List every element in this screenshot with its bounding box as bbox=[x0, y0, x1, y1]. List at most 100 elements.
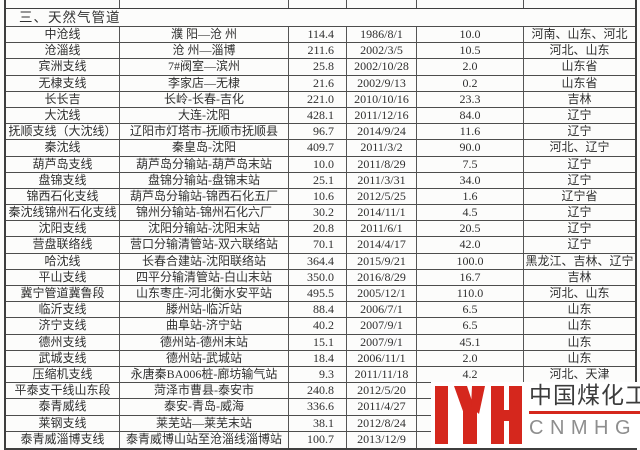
cell-route: 锦州分输站-锦州石化六厂 bbox=[120, 205, 289, 221]
cell-pipeline-name: 哈沈线 bbox=[6, 253, 120, 269]
cell-region: 山东 bbox=[567, 302, 592, 317]
cell-capacity: 42.0 bbox=[417, 237, 524, 253]
cell-region: 山东 bbox=[567, 318, 592, 333]
pipeline-table: 三、天然气管道 中沧线 濮 阳—沧 州 114.4 1986/8/1 10.0 … bbox=[4, 0, 637, 450]
cell-capacity: 10.0 bbox=[417, 27, 524, 43]
table-row: 营盘联络线 营口分输清管站-双六联络站 70.1 2014/4/17 42.0 … bbox=[6, 237, 635, 254]
partial-cell bbox=[347, 0, 417, 8]
cell-capacity: 90.0 bbox=[417, 140, 524, 156]
cell-commission-date: 2015/9/21 bbox=[347, 253, 417, 269]
cell-pipeline-name: 泰青威淄博支线 bbox=[6, 431, 120, 448]
cell-route: 山东枣庄-河北衡水安平站 bbox=[120, 286, 289, 302]
table-row: 葫芦岛支线 葫芦岛分输站-葫芦岛末站 10.0 2011/8/29 7.5 辽宁 bbox=[6, 156, 635, 173]
cell-capacity: 110.0 bbox=[417, 286, 524, 302]
cell-commission-date: 2014/11/1 bbox=[347, 205, 417, 221]
cell-pipeline-name: 平泰支干线山东段 bbox=[6, 383, 120, 399]
watermark-text: 中国煤化工— CNMHG bbox=[529, 382, 640, 439]
cell-length-km: 21.6 bbox=[289, 75, 347, 91]
cell-route: 7#阀室—滨州 bbox=[120, 59, 289, 75]
cell-pipeline-name: 锦西石化支线 bbox=[6, 188, 120, 205]
cell-length-km: 350.0 bbox=[289, 269, 347, 285]
cell-commission-date: 2011/11/18 bbox=[347, 366, 417, 383]
cell-region: 辽宁 bbox=[567, 221, 592, 236]
cell-length-km: 495.5 bbox=[289, 286, 347, 302]
table-row: 泰青威淄博支线 泰青威博山站至沧淄线淄博站 100.7 2013/12/9 bbox=[6, 431, 635, 448]
watermark-red-rule bbox=[529, 411, 640, 414]
table-row: 长长吉 长岭-长春-吉化 221.0 2010/10/16 23.3 吉林 bbox=[6, 91, 635, 108]
cell-capacity: 34.0 bbox=[417, 172, 524, 188]
cell-route: 沧 州—淄博 bbox=[120, 43, 289, 59]
cell-region: 黑龙江、吉林、辽宁 bbox=[525, 253, 634, 268]
cell-length-km: 240.8 bbox=[289, 383, 347, 399]
partial-cell bbox=[289, 0, 347, 8]
cell-route: 永唐秦BA006桩-廊坊输气站 bbox=[120, 366, 289, 383]
table-row: 秦沈线 秦皇岛-沈阳 409.7 2011/3/2 90.0 河北、辽宁 bbox=[6, 140, 635, 157]
cell-region: 辽宁 bbox=[567, 124, 592, 139]
table-row: 抚顺支线（大沈线） 辽阳市灯塔市-抚顺市抚顺县 96.7 2014/9/24 1… bbox=[6, 124, 635, 141]
cell-region: 吉林 bbox=[567, 269, 592, 284]
table-row: 沧淄线 沧 州—淄博 211.6 2002/3/5 10.5 河北、山东 bbox=[6, 43, 635, 60]
cell-length-km: 25.1 bbox=[289, 172, 347, 188]
cell-capacity: 84.0 bbox=[417, 107, 524, 124]
cell-capacity: 4.2 bbox=[417, 366, 524, 383]
watermark-brand-en: CNMHG bbox=[529, 417, 638, 439]
cell-pipeline-name: 中沧线 bbox=[6, 27, 120, 43]
cell-length-km: 364.4 bbox=[289, 253, 347, 269]
partial-cell bbox=[6, 0, 120, 8]
table-row: 临沂支线 滕州站-临沂站 88.4 2006/7/1 6.5 山东 bbox=[6, 302, 635, 319]
table-row: 哈沈线 长春合建站-沈阳联络站 364.4 2015/9/21 100.0 黑龙… bbox=[6, 253, 635, 270]
cell-region: 河北、山东 bbox=[549, 286, 610, 300]
cell-route: 沈阳分输站-沈阳末站 bbox=[120, 221, 289, 237]
cell-length-km: 38.1 bbox=[289, 415, 347, 431]
cell-pipeline-name: 沧淄线 bbox=[6, 43, 120, 59]
cell-region: 河北、山东 bbox=[549, 43, 610, 58]
cell-capacity: 23.3 bbox=[417, 91, 524, 107]
cell-route: 营口分输清管站-双六联络站 bbox=[120, 237, 289, 253]
cell-region: 河北、辽宁 bbox=[549, 140, 610, 155]
cell-region: 吉林 bbox=[567, 91, 592, 106]
cell-route: 莱芜站—莱芜末站 bbox=[120, 415, 289, 431]
cell-pipeline-name: 葫芦岛支线 bbox=[6, 156, 120, 172]
cell-pipeline-name: 平山支线 bbox=[6, 269, 120, 285]
cell-pipeline-name: 盘锦支线 bbox=[6, 172, 120, 188]
cell-length-km: 15.1 bbox=[289, 334, 347, 350]
cell-route: 德州站-武城站 bbox=[120, 350, 289, 366]
cell-commission-date: 2014/9/24 bbox=[347, 124, 417, 140]
cell-region: 河南、山东、河北 bbox=[531, 27, 628, 41]
cell-commission-date: 2007/9/1 bbox=[347, 334, 417, 350]
cell-pipeline-name: 冀宁管道冀鲁段 bbox=[6, 286, 120, 302]
cell-pipeline-name: 临沂支线 bbox=[6, 302, 120, 318]
cell-region: 辽宁 bbox=[567, 107, 592, 122]
cell-capacity: 2.0 bbox=[417, 350, 524, 366]
cell-commission-date: 2013/12/9 bbox=[347, 431, 417, 448]
cell-commission-date: 2006/11/1 bbox=[347, 350, 417, 366]
cell-length-km: 88.4 bbox=[289, 302, 347, 318]
table-row: 无棣支线 李家店—无棣 21.6 2002/9/13 0.2 山东省 bbox=[6, 75, 635, 92]
cell-region: 山东省 bbox=[561, 75, 598, 90]
table-row: 德州支线 德州站-德州末站 15.1 2007/9/1 45.1 山东 bbox=[6, 334, 635, 351]
cell-capacity: 7.5 bbox=[417, 156, 524, 172]
cell-capacity: 16.7 bbox=[417, 269, 524, 285]
cell-commission-date: 2012/5/25 bbox=[347, 188, 417, 205]
cell-capacity: 1.6 bbox=[417, 188, 524, 205]
cell-pipeline-name: 压缩机支线 bbox=[6, 366, 120, 383]
watermark-brand-cn: 中国煤化工— bbox=[529, 382, 640, 408]
cnmhg-logo-icon bbox=[435, 386, 522, 444]
table-row: 大沈线 大连-沈阳 428.1 2011/12/16 84.0 辽宁 bbox=[6, 107, 635, 125]
cell-pipeline-name: 德州支线 bbox=[6, 334, 120, 350]
cell-capacity: 45.1 bbox=[417, 334, 524, 350]
cell-route: 德州站-德州末站 bbox=[120, 334, 289, 350]
cell-region: 山东省 bbox=[561, 59, 598, 74]
cell-pipeline-name: 秦沈线锦州石化支线 bbox=[6, 205, 120, 221]
cell-pipeline-name: 泰青威线 bbox=[6, 399, 120, 415]
cell-route: 曲阜站-济宁站 bbox=[120, 318, 289, 334]
cell-commission-date: 2014/4/17 bbox=[347, 237, 417, 253]
cell-pipeline-name: 莱钢支线 bbox=[6, 415, 120, 431]
table-row: 济宁支线 曲阜站-济宁站 40.2 2007/9/1 6.5 山东 bbox=[6, 318, 635, 335]
table-row: 中沧线 濮 阳—沧 州 114.4 1986/8/1 10.0 河南、山东、河北 bbox=[6, 27, 635, 44]
table-row: 盘锦支线 盘锦分输站-盘锦末站 25.1 2011/3/31 34.0 辽宁 bbox=[6, 172, 635, 189]
cell-length-km: 18.4 bbox=[289, 350, 347, 366]
cell-route: 濮 阳—沧 州 bbox=[120, 27, 289, 43]
table-row: 武城支线 德州站-武城站 18.4 2006/11/1 2.0 山东 bbox=[6, 350, 635, 367]
cell-route: 盘锦分输站-盘锦末站 bbox=[120, 172, 289, 188]
